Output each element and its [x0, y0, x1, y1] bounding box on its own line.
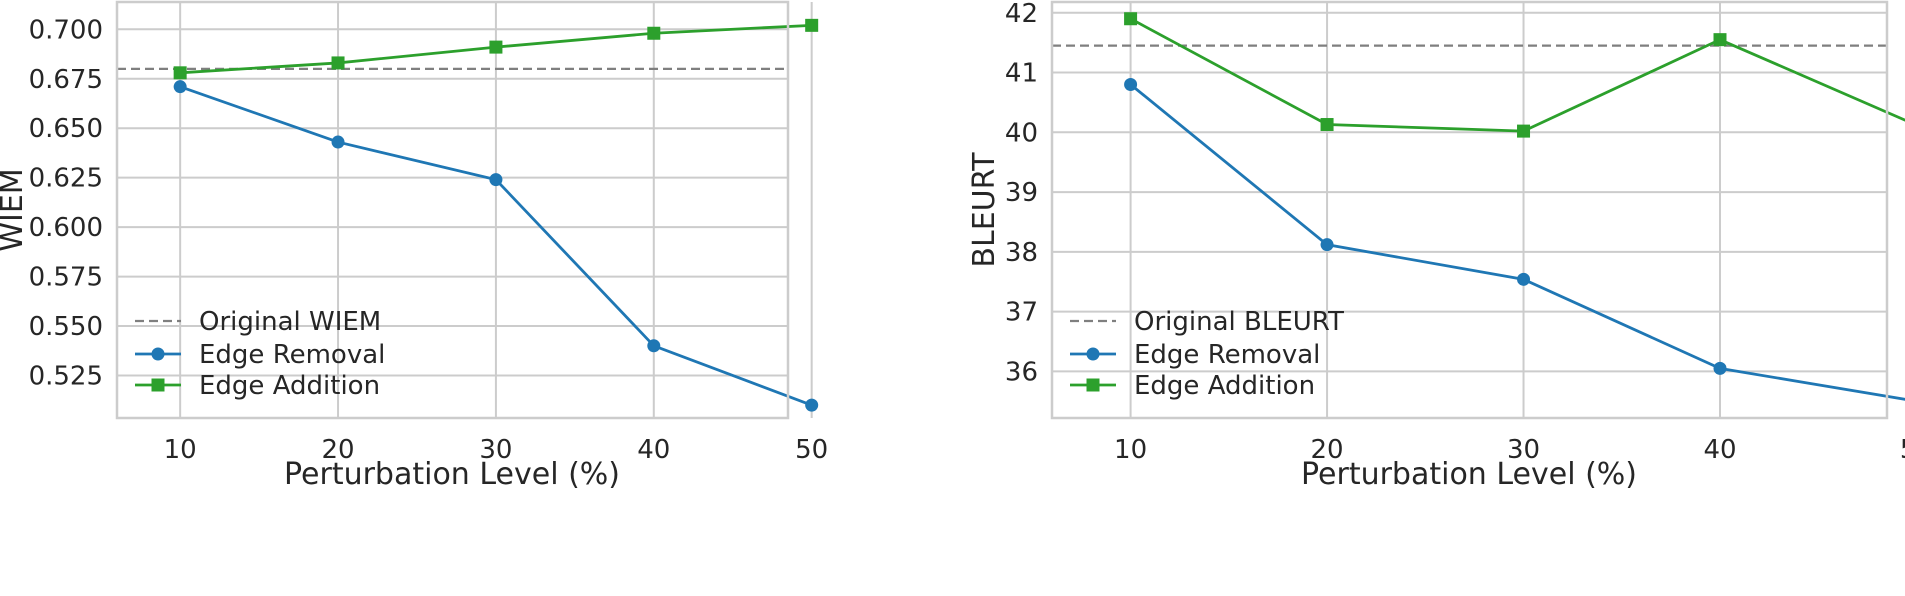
- edge-addition-point: [805, 18, 819, 32]
- edge-removal-point: [1320, 238, 1334, 252]
- x-tick-label: 10: [1114, 435, 1147, 465]
- legend-label-original: Original BLEURT: [1134, 307, 1344, 337]
- edge-removal-point: [489, 173, 503, 187]
- y-axis-title: WIEM: [0, 168, 30, 251]
- y-tick-label: 41: [1005, 59, 1038, 89]
- edge-removal-point: [331, 135, 345, 149]
- y-tick-label: 42: [1005, 0, 1038, 29]
- y-tick-label: 0.575: [29, 263, 103, 293]
- x-tick-label: 20: [321, 435, 354, 465]
- y-tick-label: 39: [1005, 178, 1038, 208]
- plot-frame: [115, 0, 790, 420]
- legend-swatch-square: [1086, 378, 1100, 392]
- x-tick-label: 20: [1311, 435, 1344, 465]
- edge-addition-point: [1517, 124, 1531, 138]
- edge-addition-point: [173, 66, 187, 80]
- y-tick-label: 0.650: [29, 114, 103, 144]
- edge-removal-point: [647, 339, 661, 353]
- y-tick-label: 37: [1005, 298, 1038, 328]
- x-axis-title: Perturbation Level (%): [284, 457, 620, 492]
- edge-addition-point: [647, 26, 661, 40]
- legend-label-edge-addition: Edge Addition: [199, 371, 380, 401]
- y-tick-label: 36: [1005, 357, 1038, 387]
- legend-swatch-square: [151, 378, 165, 392]
- edge-removal-point: [1713, 361, 1727, 375]
- series-line-edge-addition: [1129, 17, 1905, 133]
- y-tick-label: 0.525: [29, 361, 103, 391]
- chart-wiem: 10 20 30 40 50 0.525 0.550 0.575 0.600 0.625 0.650…: [0, 0, 828, 492]
- edge-removal-point: [1517, 272, 1531, 286]
- y-axis-title: BLEURT: [967, 152, 1002, 268]
- edge-addition-point: [1320, 118, 1334, 132]
- x-tick-label: 50: [1900, 435, 1905, 465]
- y-tick-label: 0.675: [29, 65, 103, 95]
- edge-addition-point: [1124, 12, 1138, 26]
- legend-label-edge-addition: Edge Addition: [1134, 371, 1315, 401]
- x-tick-label: 10: [164, 435, 197, 465]
- y-tick-label: 40: [1005, 118, 1038, 148]
- chart-bleurt: 10 20 30 40 50 36 37 38 39 40 41 42 Perturbation Lev…: [967, 0, 1905, 492]
- y-tick-label: 38: [1005, 238, 1038, 268]
- legend-label-original: Original WIEM: [199, 307, 381, 337]
- x-tick-label: 50: [795, 435, 828, 465]
- legend-swatch-circle: [1086, 347, 1100, 361]
- legend-label-edge-removal: Edge Removal: [1134, 340, 1320, 370]
- x-axis-title: Perturbation Level (%): [1301, 457, 1637, 492]
- legend-swatch-circle: [151, 347, 165, 361]
- y-tick-label: 0.625: [29, 164, 103, 194]
- legend-label-edge-removal: Edge Removal: [199, 340, 385, 370]
- edge-removal-point: [173, 80, 187, 94]
- plot-frame: [1050, 0, 1889, 420]
- y-tick-label: 0.600: [29, 213, 103, 243]
- x-tick-label: 40: [1703, 435, 1736, 465]
- edge-addition-point: [331, 56, 345, 70]
- edge-addition-point: [489, 40, 503, 54]
- y-tick-label: 0.550: [29, 312, 103, 342]
- x-tick-label: 30: [479, 435, 512, 465]
- x-tick-label: 40: [637, 435, 670, 465]
- edge-addition-point: [1713, 33, 1727, 47]
- x-tick-label: 30: [1507, 435, 1540, 465]
- y-tick-label: 0.700: [29, 15, 103, 45]
- edge-removal-point: [1124, 77, 1138, 91]
- edge-removal-point: [805, 398, 819, 412]
